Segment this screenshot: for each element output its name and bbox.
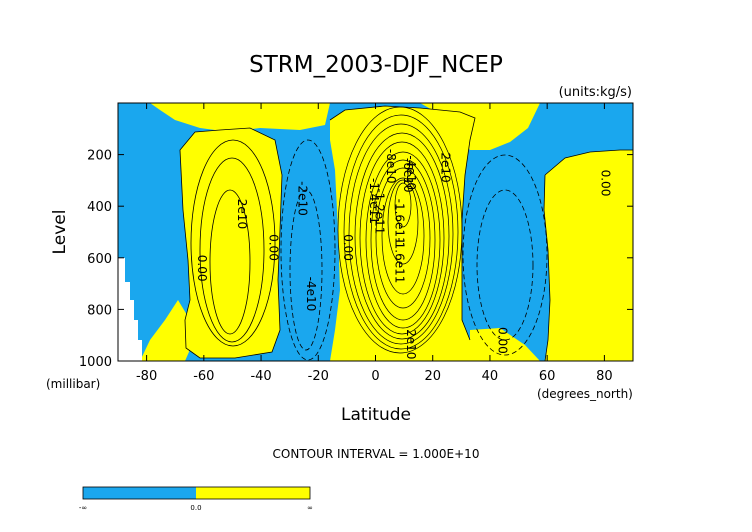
contour-label: -1.6e11 xyxy=(393,237,407,283)
contour-label: -1.2e11 xyxy=(373,188,387,234)
x-tick-label: 0 xyxy=(371,369,379,384)
chart-title: STRM_2003-DJF_NCEP xyxy=(249,52,503,78)
zero-contours xyxy=(179,105,633,361)
colorbar: -∞ 0.0 ∞ xyxy=(79,486,313,512)
contour-label: -1.6e11 xyxy=(393,199,407,245)
contour-label: -6e10 xyxy=(401,158,415,193)
x-tick-label: -80 xyxy=(136,369,157,384)
contour-label: 0.00 xyxy=(341,234,355,261)
x-tick-label: -20 xyxy=(308,369,329,384)
x-tick-label: 60 xyxy=(539,369,556,384)
colorbar-label-neg: -∞ xyxy=(79,504,87,512)
x-axis: -80 -60 -40 -20 0 20 40 60 80 xyxy=(136,103,613,384)
colorbar-positive xyxy=(196,487,310,499)
contour-label: -2e10 xyxy=(295,181,309,216)
y-tick-label: 600 xyxy=(87,252,112,267)
contour-label: -4e10 xyxy=(404,155,418,190)
x-tick-label: -40 xyxy=(250,369,271,384)
colorbar-label-zero: 0.0 xyxy=(190,504,201,512)
positive-region-top-right xyxy=(420,103,540,150)
x-tick-label: 40 xyxy=(482,369,499,384)
x-tick-label: 20 xyxy=(424,369,441,384)
colorbar-frame xyxy=(82,486,311,500)
contour-interval: CONTOUR INTERVAL = 1.000E+10 xyxy=(273,447,480,461)
contour-label: 0.00 xyxy=(496,327,510,354)
contour-label: 0.00 xyxy=(195,255,209,282)
x-tick-label: 80 xyxy=(596,369,613,384)
contour-label: 2e10 xyxy=(404,329,418,359)
positive-region-bottom-mid xyxy=(470,328,540,361)
x-axis-label: Latitude xyxy=(341,405,411,425)
y-tick-label: 400 xyxy=(87,200,112,215)
y-axis-label: Level xyxy=(50,210,70,255)
units-label: (units:kg/s) xyxy=(559,85,632,100)
contours-northern-negative xyxy=(462,154,548,356)
plot-area xyxy=(118,103,633,361)
positive-region-southern-edge xyxy=(140,300,192,361)
contours-southern-cell xyxy=(190,139,276,347)
colorbar-negative xyxy=(83,487,196,499)
missing-data-region xyxy=(118,258,142,361)
positive-region-northern-polar xyxy=(544,150,633,361)
y-tick-label: 800 xyxy=(87,303,112,318)
colorbar-label-pos: ∞ xyxy=(307,504,313,512)
y-axis: 200 400 600 800 1000 xyxy=(79,149,633,370)
contours-southern-negative xyxy=(280,139,336,361)
y-tick-label: 200 xyxy=(87,149,112,164)
y-unit-label: (millibar) xyxy=(46,377,100,391)
contour-label: 2e10 xyxy=(235,199,249,229)
contour-label: 0.00 xyxy=(599,170,613,197)
positive-region-top-left xyxy=(150,103,330,132)
contour-label: 0.00 xyxy=(267,234,281,261)
x-tick-label: -60 xyxy=(193,369,214,384)
y-tick-label: 1000 xyxy=(79,355,112,370)
contour-label: 2e10 xyxy=(438,152,452,182)
contour-label: -4e10 xyxy=(304,277,318,312)
contour-label: -1.4e11 xyxy=(367,178,381,224)
x-unit-label: (degrees_north) xyxy=(537,387,633,401)
contour-label: -8e10 xyxy=(384,149,398,184)
